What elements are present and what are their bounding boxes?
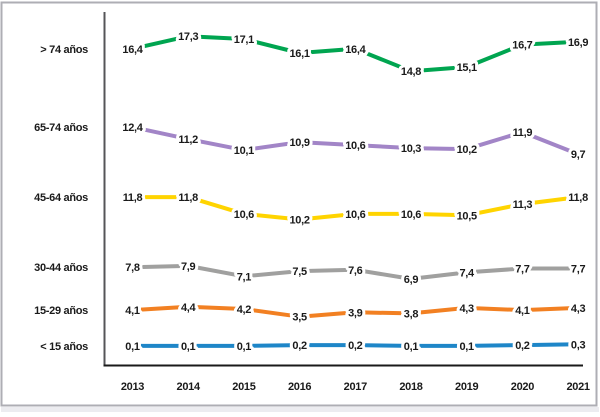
data-label: 15,1 [457, 62, 477, 74]
data-label: 11,8 [123, 192, 143, 204]
data-label: 3,5 [292, 312, 307, 324]
data-label: 4,3 [571, 303, 586, 315]
data-label: 10,1 [234, 145, 254, 157]
data-label: 4,2 [237, 304, 252, 316]
category-label: < 15 años [40, 341, 88, 353]
category-label: > 74 años [40, 44, 88, 56]
data-label: 0,1 [459, 341, 474, 353]
data-label: 16,4 [122, 44, 143, 56]
data-label: 14,8 [401, 66, 421, 78]
series-line [132, 125, 579, 156]
series-1: 16,4 17,3 17,1 16,1 16,4 14,8 15,1 16,7 16,9 [119, 28, 591, 81]
data-label: 10,6 [234, 209, 254, 221]
data-label: 7,7 [515, 264, 530, 276]
data-label: 7,5 [292, 266, 307, 278]
data-label: 4,3 [459, 303, 474, 315]
data-label: 7,4 [459, 267, 475, 279]
data-label: 7,6 [348, 265, 363, 277]
data-label: 11,8 [178, 192, 198, 204]
data-label: 7,1 [237, 271, 252, 283]
outer-border [0, 1, 598, 407]
category-label: 30-44 años [34, 262, 88, 274]
data-label: 11,9 [513, 127, 533, 139]
series-line [132, 342, 579, 348]
data-label: 10,6 [345, 140, 365, 152]
data-label: 10,2 [289, 215, 309, 227]
series-line [132, 263, 579, 281]
x-tick-label: 2018 [399, 381, 422, 393]
data-label: 10,3 [401, 143, 421, 155]
data-label: 0,1 [237, 341, 252, 353]
data-label: 0,2 [292, 340, 307, 352]
data-label: 16,7 [512, 40, 532, 52]
data-label: 4,1 [515, 305, 530, 317]
data-label: 7,7 [571, 264, 586, 276]
category-label: 65-74 años [34, 122, 88, 134]
data-label: 4,1 [125, 305, 140, 317]
x-tick-label: 2015 [232, 381, 255, 393]
series-line [132, 304, 579, 319]
data-label: 3,8 [404, 308, 419, 320]
data-label: 0,1 [125, 341, 140, 353]
data-label: 12,4 [122, 122, 143, 134]
data-label: 17,1 [234, 34, 254, 46]
category-label: 15-29 años [34, 305, 88, 317]
data-label: 0,1 [181, 341, 196, 353]
data-label: 16,1 [289, 48, 309, 60]
data-label: 0,2 [348, 340, 363, 352]
data-label: 10,9 [289, 137, 309, 149]
data-label: 10,6 [345, 209, 365, 221]
x-tick-label: 2016 [288, 381, 311, 393]
data-label: 11,8 [568, 192, 588, 204]
data-label: 4,4 [181, 302, 197, 314]
data-label: 7,9 [181, 261, 196, 273]
data-label: 10,2 [457, 144, 477, 156]
x-tick-label: 2021 [566, 381, 589, 393]
series-6: 0,1 0,1 0,1 0,2 0,2 0,1 0,1 0,2 0,3 [122, 336, 588, 356]
data-label: 10,5 [457, 210, 477, 222]
data-label: 0,1 [404, 341, 419, 353]
data-label: 17,3 [178, 31, 198, 43]
series-5: 4,1 4,4 4,2 3,5 3,9 3,8 4,3 4,1 4,3 [122, 299, 588, 327]
data-label: 7,8 [125, 262, 140, 274]
data-label: 11,2 [178, 134, 198, 146]
bottom-strip [1, 407, 599, 412]
data-label: 3,9 [348, 307, 363, 319]
x-tick-label: 2014 [177, 381, 201, 393]
x-tick-label: 2013 [121, 381, 144, 393]
data-label: 9,7 [571, 149, 586, 161]
series-3: 11,8 11,8 10,6 10,2 10,6 10,6 10,5 11,3 11,8 [120, 189, 592, 229]
data-label: 16,4 [345, 44, 366, 56]
series-line [132, 195, 579, 222]
data-label: 11,3 [513, 199, 533, 211]
data-label: 0,3 [571, 339, 586, 351]
series-2: 12,4 11,2 10,1 10,9 10,6 10,3 10,2 11,9 9,7 [119, 119, 588, 164]
data-label: 16,9 [568, 37, 588, 49]
series-line [132, 34, 579, 74]
data-label: 6,9 [404, 274, 419, 286]
category-label: 45-64 años [34, 192, 88, 204]
series-4: 7,8 7,9 7,1 7,5 7,6 6,9 7,4 7,7 7,7 [122, 258, 588, 289]
x-tick-label: 2019 [455, 381, 478, 393]
x-tick-label: 2020 [511, 381, 534, 393]
data-label: 0,2 [515, 340, 530, 352]
x-tick-label: 2017 [344, 381, 367, 393]
data-label: 10,6 [401, 209, 421, 221]
